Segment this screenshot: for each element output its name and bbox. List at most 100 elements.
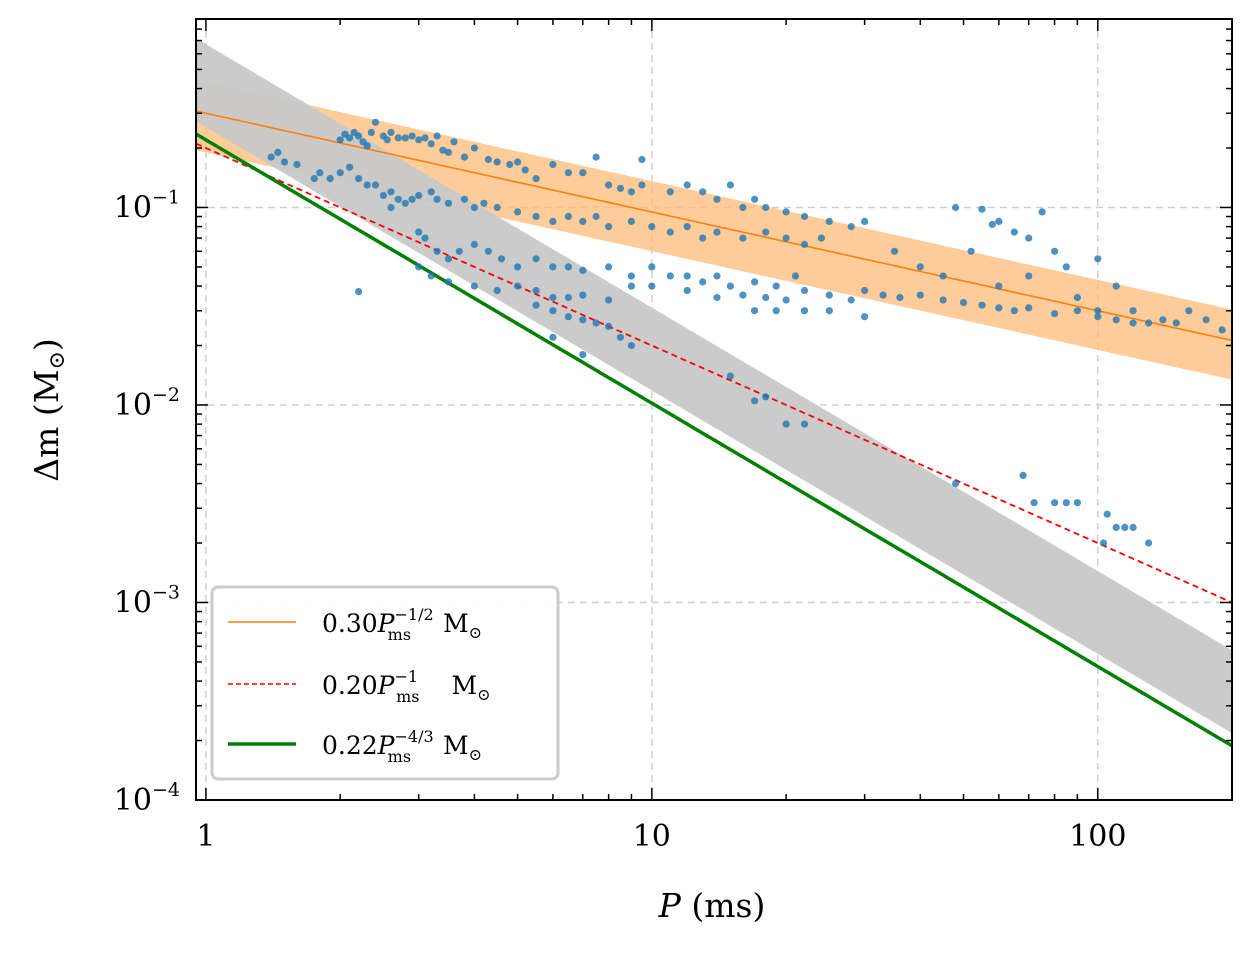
scatter-point xyxy=(592,212,600,221)
scatter-point xyxy=(1073,293,1081,302)
orange-fit-band xyxy=(196,80,1232,380)
scatter-point xyxy=(326,175,334,183)
scatter-point xyxy=(739,234,747,242)
scatter-point xyxy=(1025,272,1033,280)
scatter-point xyxy=(817,234,826,242)
scatter-point xyxy=(514,263,522,271)
scatter-point xyxy=(549,217,557,225)
scatter-point xyxy=(564,212,573,221)
scatter-point xyxy=(627,282,636,290)
scatter-point xyxy=(579,169,587,177)
y-tick-label: 10−4 xyxy=(114,779,180,818)
scatter-point xyxy=(1010,307,1018,315)
scatter-point xyxy=(978,301,986,309)
scatter-point xyxy=(916,263,924,271)
ticks xyxy=(196,18,1233,801)
scatter-point xyxy=(751,278,759,286)
scatter-point xyxy=(762,393,770,401)
scatter-point xyxy=(762,293,770,302)
scatter-point xyxy=(579,291,587,299)
scatter-point xyxy=(959,299,968,307)
scatter-point xyxy=(605,223,613,231)
scatter-point xyxy=(638,155,646,164)
legend-coef-red: 0.20 xyxy=(322,671,378,700)
scatter-point xyxy=(336,136,344,144)
scatter-point xyxy=(800,240,809,248)
scatter-point xyxy=(762,228,770,236)
scatter-point xyxy=(683,286,691,295)
scatter-point xyxy=(699,234,707,242)
scatter-point xyxy=(415,136,423,144)
scatter-point xyxy=(1073,307,1081,315)
scatter-point xyxy=(497,255,506,263)
scatter-point xyxy=(916,291,924,299)
scatter-point xyxy=(627,272,636,280)
scatter-point xyxy=(890,247,899,255)
scatter-point xyxy=(433,132,441,140)
scatter-point xyxy=(401,134,409,142)
scatter-point xyxy=(978,205,986,213)
legend-coef-green: 0.22 xyxy=(322,731,378,760)
scatter-point xyxy=(293,160,301,169)
legend-coef-orange: 0.30 xyxy=(322,609,378,638)
scatter-point xyxy=(387,203,395,212)
scatter-point xyxy=(1062,263,1070,271)
legend: 0.30P−1/2 ms M⊙ 0.20P−1 ms M⊙ 0.22P−4/3 ms M⊙ xyxy=(210,585,560,781)
scatter-point xyxy=(1112,316,1120,324)
scatter-point xyxy=(939,272,947,280)
scatter-point xyxy=(1129,523,1137,532)
scatter-point xyxy=(605,181,613,189)
scatter-point xyxy=(549,263,557,271)
scatter-point xyxy=(1129,319,1137,327)
scatter-point xyxy=(1129,307,1137,315)
scatter-point xyxy=(627,341,636,350)
scatter-point xyxy=(648,223,656,231)
x-tick-label: 100 xyxy=(1069,819,1126,854)
scatter-point xyxy=(592,319,600,327)
scatter-point xyxy=(1030,499,1038,507)
scatter-point xyxy=(521,166,529,174)
scatter-point xyxy=(699,278,707,286)
fit-lines xyxy=(196,110,1232,748)
scatter-point xyxy=(791,272,800,280)
scatter-point xyxy=(1145,319,1153,327)
scatter-point xyxy=(1019,471,1027,479)
scatter-point xyxy=(493,286,501,295)
scatter-point xyxy=(605,322,613,330)
scatter-point xyxy=(470,240,478,248)
scatter-point xyxy=(967,247,975,255)
scatter-point xyxy=(363,181,371,189)
scatter-point xyxy=(355,132,363,140)
scatter-point xyxy=(952,203,960,212)
scatter-point xyxy=(280,158,289,166)
scatter-point xyxy=(371,118,380,126)
scatter-point xyxy=(564,169,573,177)
scatter-point xyxy=(415,191,423,200)
scatter-point xyxy=(470,144,478,152)
scatter-point xyxy=(355,175,363,183)
scatter-point xyxy=(455,247,463,255)
scatter-point xyxy=(772,307,780,315)
scatter-point xyxy=(616,184,625,192)
scatter-point xyxy=(427,272,435,280)
scatter-point xyxy=(355,288,363,296)
scatter-point xyxy=(782,208,790,216)
scatter-point xyxy=(1051,310,1059,318)
scatter-point xyxy=(379,191,387,200)
scatter-point xyxy=(427,188,435,196)
scatter-point xyxy=(387,128,395,136)
scatter-point xyxy=(683,181,691,189)
scatter-point xyxy=(514,208,522,216)
scatter-point xyxy=(782,296,790,304)
red-fit-line xyxy=(196,142,1232,604)
orange-fit-line xyxy=(196,110,1232,342)
scatter-point xyxy=(336,169,344,177)
scatter-point xyxy=(316,169,324,177)
scatter-point xyxy=(847,296,855,304)
scatter-point xyxy=(751,307,759,315)
scatter-point xyxy=(879,291,887,299)
scatter-point xyxy=(1094,255,1102,263)
scatter-point xyxy=(1025,234,1033,242)
scatter-point xyxy=(1010,228,1018,236)
